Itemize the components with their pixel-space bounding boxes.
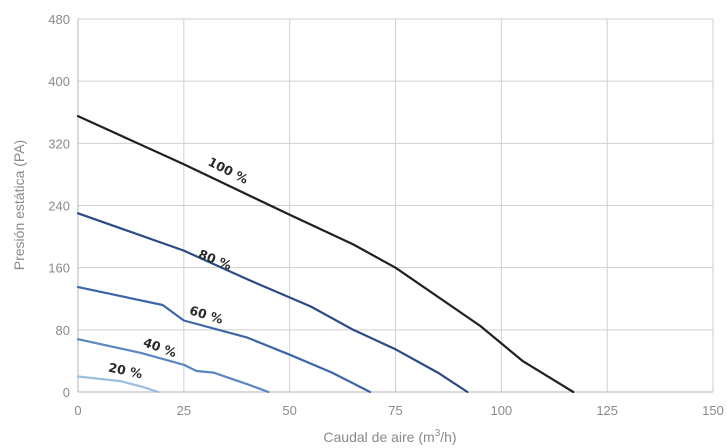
y-tick-label: 80 [56, 323, 70, 338]
y-tick-label: 480 [48, 12, 70, 27]
series-line-2 [76, 212, 469, 394]
series-label-2: 80 % [196, 246, 234, 273]
y-tick-label: 240 [48, 199, 70, 214]
y-tick-label: 0 [63, 385, 70, 400]
series-line-4 [76, 338, 270, 394]
y-tick-label: 400 [48, 74, 70, 89]
series-line-3 [76, 286, 372, 394]
series-label-5: 20 % [107, 360, 144, 382]
x-tick-label: 150 [702, 403, 724, 418]
x-tick-label: 100 [490, 403, 512, 418]
series-label-4: 40 % [141, 334, 179, 360]
series-label-1: 100 % [206, 154, 252, 187]
y-tick-label: 160 [48, 261, 70, 276]
x-tick-label: 125 [596, 403, 618, 418]
series-line-5 [76, 375, 160, 394]
y-tick-label: 320 [48, 136, 70, 151]
grid-lines [77, 18, 714, 393]
tick-labels: 0 25 50 75 100 125 150 0 80 160 240 320 400 480 [48, 12, 724, 418]
x-tick-label: 75 [388, 403, 402, 418]
x-tick-label: 25 [177, 403, 191, 418]
x-axis-title: Caudal de aire (m3/h) [323, 428, 456, 445]
series-lines [76, 114, 575, 394]
x-tick-label: 50 [282, 403, 296, 418]
x-tick-label: 0 [74, 403, 81, 418]
y-axis-title: Presión estática (PA) [11, 140, 27, 270]
series-line-1 [76, 114, 575, 394]
